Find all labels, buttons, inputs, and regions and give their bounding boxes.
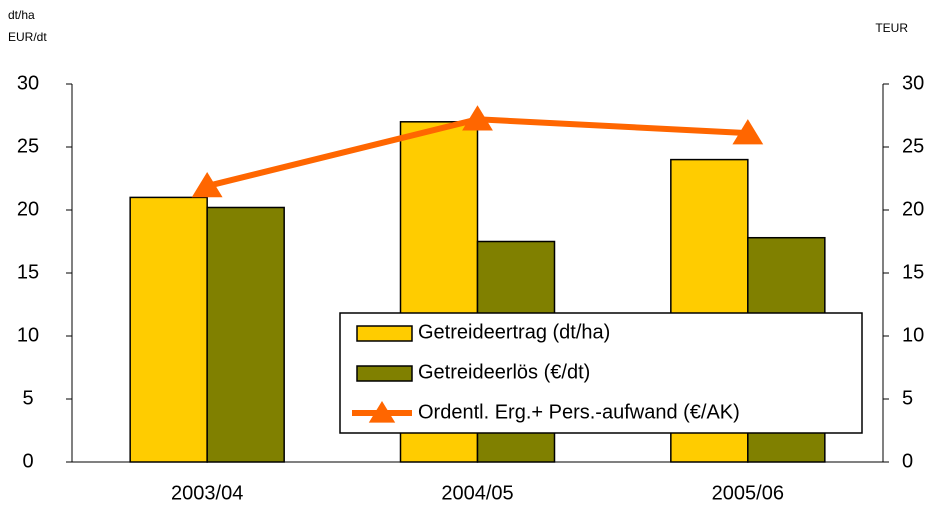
legend-swatch xyxy=(356,365,413,382)
y-tick-label: 0 xyxy=(22,450,33,472)
y-tick-label: 5 xyxy=(22,387,33,409)
y-tick-label: 10 xyxy=(17,324,39,346)
y2-tick-label: 15 xyxy=(902,261,924,283)
legend-marker xyxy=(368,401,396,423)
y2-tick-label: 20 xyxy=(902,198,924,220)
legend-swatch xyxy=(356,325,413,342)
y-tick-label: 20 xyxy=(17,198,39,220)
y-tick-label: 15 xyxy=(17,261,39,283)
line-marker xyxy=(462,105,493,131)
x-tick-label: 2005/06 xyxy=(712,482,784,504)
y2-tick-label: 0 xyxy=(902,450,913,472)
y2-axis-label: TEUR xyxy=(875,21,908,35)
y-axis-label: dt/ha xyxy=(8,8,35,22)
legend-label: Getreideerlös (€/dt) xyxy=(418,361,590,383)
legend-label: Getreideertrag (dt/ha) xyxy=(418,321,610,343)
x-tick-label: 2003/04 xyxy=(171,482,243,504)
line-marker xyxy=(191,172,223,198)
legend-label: Ordentl. Erg.+ Pers.-aufwand (€/AK) xyxy=(418,401,740,423)
bar xyxy=(129,196,208,463)
bar xyxy=(206,206,285,463)
y2-tick-label: 25 xyxy=(902,135,924,157)
y-axis-label: EUR/dt xyxy=(8,30,47,44)
y-tick-label: 25 xyxy=(17,135,39,157)
y-tick-label: 30 xyxy=(17,72,39,94)
y2-tick-label: 5 xyxy=(902,387,913,409)
y2-tick-label: 10 xyxy=(902,324,924,346)
legend-box xyxy=(339,312,863,434)
line-marker xyxy=(732,119,764,145)
y2-tick-label: 30 xyxy=(902,72,924,94)
x-tick-label: 2004/05 xyxy=(441,482,513,504)
